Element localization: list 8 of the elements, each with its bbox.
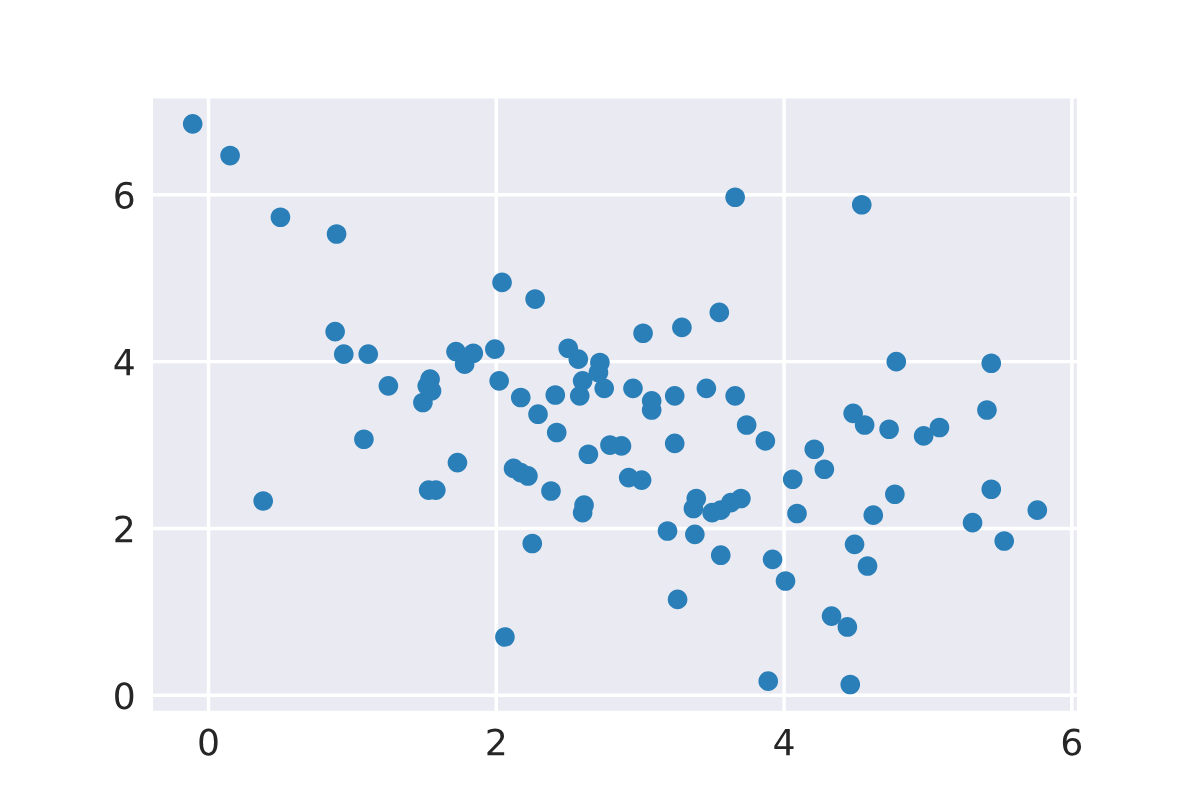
x-tick-label: 0	[199, 728, 218, 756]
x-tick-label: 2	[487, 728, 505, 756]
x-tick-label: 6	[1062, 728, 1082, 756]
y-tick-label: 2	[115, 515, 133, 543]
x-tick-label: 4	[774, 728, 794, 756]
y-tick-label: 6	[115, 181, 134, 210]
y-tick-label: 0	[115, 682, 134, 710]
y-tick-label: 4	[114, 349, 134, 376]
